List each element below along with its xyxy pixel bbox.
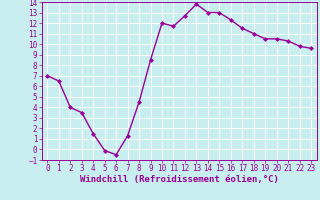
X-axis label: Windchill (Refroidissement éolien,°C): Windchill (Refroidissement éolien,°C) <box>80 175 279 184</box>
